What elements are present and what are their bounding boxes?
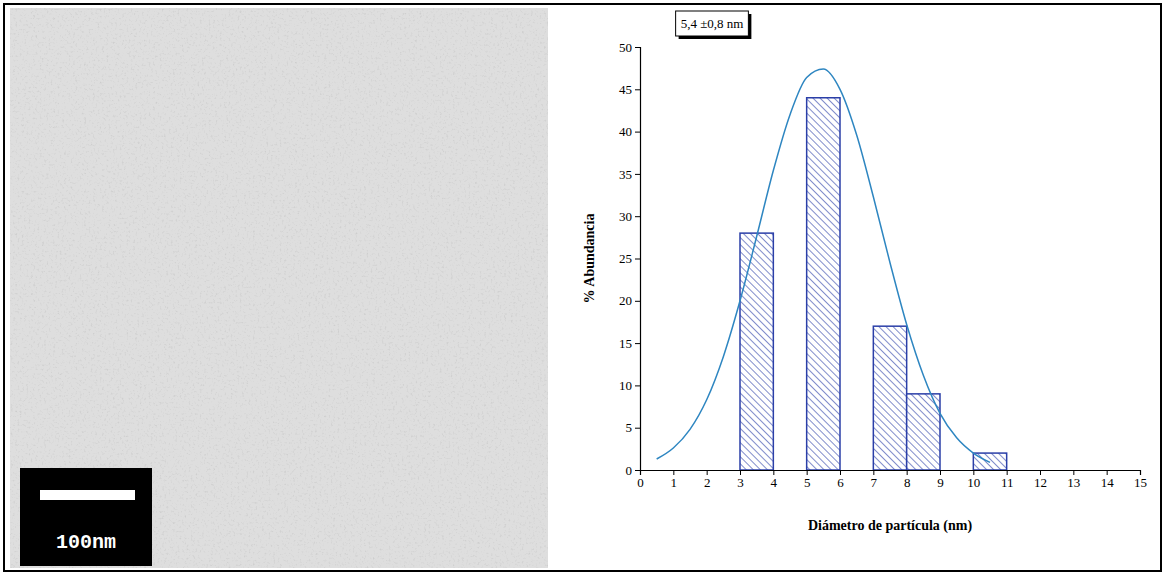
tick: 9 bbox=[937, 470, 944, 490]
tick: 4 bbox=[771, 470, 778, 490]
micrograph-ground bbox=[10, 8, 548, 568]
tick-mark bbox=[635, 428, 640, 429]
axis-line bbox=[641, 471, 1141, 476]
tick: 45 bbox=[619, 82, 640, 97]
tick: 15 bbox=[619, 336, 640, 351]
plot-marks bbox=[657, 69, 1007, 470]
tick: 13 bbox=[1067, 470, 1080, 490]
tick-label: 45 bbox=[619, 82, 632, 97]
tick-label: 12 bbox=[1034, 475, 1047, 490]
tick-label: 15 bbox=[619, 336, 632, 351]
tick-mark bbox=[635, 301, 640, 302]
tick-label: 0 bbox=[637, 475, 644, 490]
micrograph-texture bbox=[10, 8, 548, 568]
histogram-bar bbox=[740, 233, 773, 470]
tick-label: 15 bbox=[1134, 475, 1147, 490]
tick: 10 bbox=[967, 470, 980, 490]
tick: 0 bbox=[637, 470, 644, 490]
tick-label: 40 bbox=[619, 124, 632, 139]
tick: 1 bbox=[671, 470, 678, 490]
tick-label: 50 bbox=[619, 40, 632, 55]
tick-mark bbox=[635, 89, 640, 90]
tick-mark bbox=[635, 216, 640, 217]
tick-label: 8 bbox=[904, 475, 911, 490]
tick: 5 bbox=[626, 420, 641, 435]
tick: 20 bbox=[619, 293, 640, 308]
tick-label: 3 bbox=[737, 475, 744, 490]
tick: 7 bbox=[871, 470, 878, 490]
histogram-bar bbox=[840, 469, 873, 470]
tick: 12 bbox=[1034, 470, 1047, 490]
histogram-bar bbox=[807, 98, 840, 470]
x-axis: 0123456789101112131415 bbox=[637, 470, 1147, 490]
y-axis-title: % Abundancia bbox=[582, 214, 597, 304]
micrograph: 100nm bbox=[10, 8, 548, 568]
tick-label: 11 bbox=[1001, 475, 1014, 490]
tick: 50 bbox=[619, 40, 640, 55]
tick: 2 bbox=[704, 470, 711, 490]
tick-mark bbox=[635, 132, 640, 133]
tick: 35 bbox=[619, 167, 640, 182]
tick-label: 20 bbox=[619, 293, 632, 308]
tick-label: 6 bbox=[837, 475, 844, 490]
tick: 40 bbox=[619, 124, 640, 139]
tick: 25 bbox=[619, 251, 640, 266]
tick-label: 5 bbox=[804, 475, 811, 490]
frame bbox=[4, 4, 1161, 571]
tick-label: 10 bbox=[619, 378, 632, 393]
tick-label: 5 bbox=[626, 420, 633, 435]
tick-mark bbox=[635, 470, 640, 471]
scale-bar bbox=[40, 490, 135, 500]
tick: 30 bbox=[619, 209, 640, 224]
figure: 100nm05101520253035404550012345678910111… bbox=[0, 0, 1165, 575]
tick-label: 1 bbox=[671, 475, 678, 490]
x-axis-title: Diámetro de partícula (nm) bbox=[808, 518, 973, 534]
tick-label: 14 bbox=[1101, 475, 1115, 490]
tick-label: 0 bbox=[626, 463, 633, 478]
tick: 5 bbox=[804, 470, 811, 490]
histogram-bar bbox=[940, 469, 973, 470]
tick-label: 9 bbox=[937, 475, 944, 490]
annotation-box bbox=[676, 11, 749, 36]
tick-mark bbox=[635, 343, 640, 344]
annotation-text: 5,4 ±0,8 nm bbox=[681, 16, 744, 31]
tick-mark bbox=[635, 259, 640, 260]
tick-label: 25 bbox=[619, 251, 632, 266]
tick-label: 4 bbox=[771, 475, 778, 490]
tick-label: 2 bbox=[704, 475, 711, 490]
histogram-bar bbox=[873, 326, 906, 470]
scale-bar-label: 100nm bbox=[56, 531, 116, 554]
tick-label: 35 bbox=[619, 167, 632, 182]
tick-label: 13 bbox=[1067, 475, 1080, 490]
tick-label: 30 bbox=[619, 209, 632, 224]
y-axis: 0 5 10 15 20 25 30 35 40 45 50 bbox=[619, 40, 641, 478]
fit-curve bbox=[657, 69, 990, 462]
tick-mark bbox=[635, 385, 640, 386]
tick: 15 bbox=[1134, 470, 1147, 490]
tick: 8 bbox=[904, 470, 911, 490]
tick: 14 bbox=[1101, 470, 1115, 490]
histogram-bar bbox=[907, 394, 940, 470]
scale-bar-box bbox=[20, 468, 152, 566]
tick: 6 bbox=[837, 470, 844, 490]
tick: 11 bbox=[1001, 470, 1014, 490]
annotation: 5,4 ±0,8 nm bbox=[676, 11, 752, 39]
tick-mark bbox=[635, 47, 640, 48]
axis-line bbox=[635, 48, 641, 471]
tick: 3 bbox=[737, 470, 744, 490]
histogram-bar bbox=[773, 469, 806, 470]
tick-mark bbox=[635, 174, 640, 175]
tick-label: 10 bbox=[967, 475, 980, 490]
tick-label: 7 bbox=[871, 475, 878, 490]
tick: 10 bbox=[619, 378, 640, 393]
